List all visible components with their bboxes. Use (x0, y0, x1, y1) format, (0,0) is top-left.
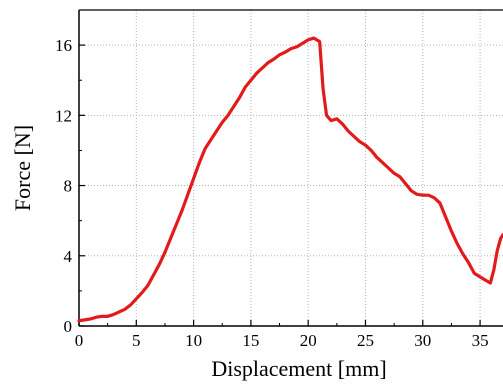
x-tick-label: 25 (357, 331, 374, 350)
y-tick-label: 12 (55, 106, 72, 125)
x-tick-label: 5 (132, 331, 141, 350)
x-tick-label: 15 (242, 331, 259, 350)
x-tick-label: 10 (185, 331, 202, 350)
y-axis-label: Force [N] (10, 125, 35, 211)
x-tick-label: 0 (75, 331, 84, 350)
plot-area: 0 5 10 15 20 25 30 35 0 4 8 12 16 Displacement [mm] Fo… (10, 9, 503, 381)
x-tick-label: 30 (414, 331, 431, 350)
y-tick-label: 8 (64, 177, 73, 196)
y-tick-label: 16 (55, 36, 72, 55)
x-tick-label: 35 (472, 331, 489, 350)
y-tick-label: 4 (64, 247, 73, 266)
y-tick-label: 0 (64, 317, 73, 336)
x-tick-label: 20 (300, 331, 317, 350)
series-line (77, 36, 503, 323)
x-axis-label: Displacement [mm] (211, 356, 386, 381)
